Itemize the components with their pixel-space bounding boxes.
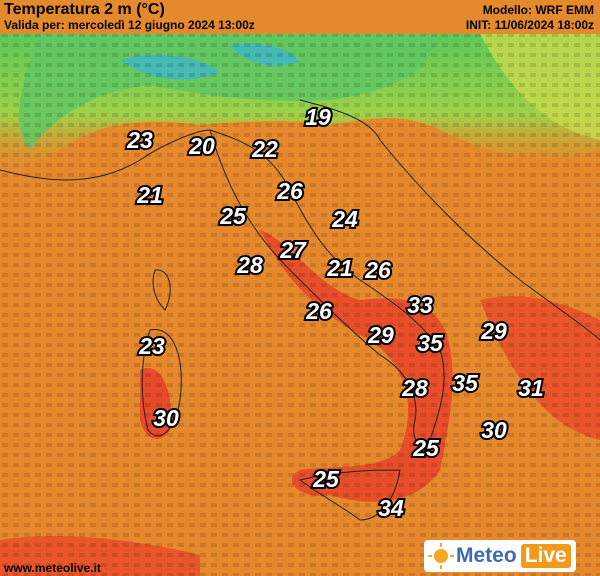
city-temperature: 23 (126, 127, 153, 153)
city-temperature: 20 (188, 133, 215, 159)
city-temperature: 34 (378, 495, 404, 521)
city-temperature: 35 (417, 330, 444, 356)
logo-right: Live (520, 544, 571, 568)
coastlines (0, 99, 600, 521)
city-temperature: 21 (326, 255, 353, 281)
city-temperature: 19 (305, 104, 331, 130)
city-temperature: 23 (138, 333, 165, 359)
city-temperature: 24 (331, 206, 358, 232)
map-title: Temperatura 2 m (°C) (4, 1, 165, 18)
city-temperature: 25 (312, 466, 340, 492)
city-temperature: 35 (452, 370, 479, 396)
logo: Meteo Live (424, 540, 576, 572)
city-temperature: 33 (407, 292, 433, 318)
city-temperature: 28 (401, 375, 428, 401)
logo-sun (428, 543, 454, 569)
city-temperature: 29 (480, 318, 507, 344)
site-url: www.meteolive.it (4, 561, 101, 575)
city-temperature: 22 (251, 136, 278, 162)
city-temperature: 30 (153, 405, 179, 431)
logo-left: Meteo (456, 544, 517, 567)
city-temperature: 31 (518, 375, 544, 401)
value-grid (0, 34, 600, 576)
city-temperature: 29 (367, 322, 394, 348)
init-time: INIT: 11/06/2024 18:00z (465, 18, 594, 32)
city-temperature: 25 (219, 203, 247, 229)
city-temperature: 26 (276, 178, 303, 204)
city-temperature: 25 (412, 435, 440, 461)
city-temperature: 28 (236, 252, 263, 278)
city-temperature: 26 (364, 257, 391, 283)
city-temperature: 21 (136, 182, 163, 208)
city-temperature: 30 (481, 417, 507, 443)
city-temperature: 26 (305, 298, 332, 324)
model-name: Modello: WRF EMM (482, 3, 594, 17)
city-temperature: 27 (279, 237, 307, 263)
valid-time: Valida per: mercoledì 12 giugno 2024 13:… (4, 18, 255, 32)
